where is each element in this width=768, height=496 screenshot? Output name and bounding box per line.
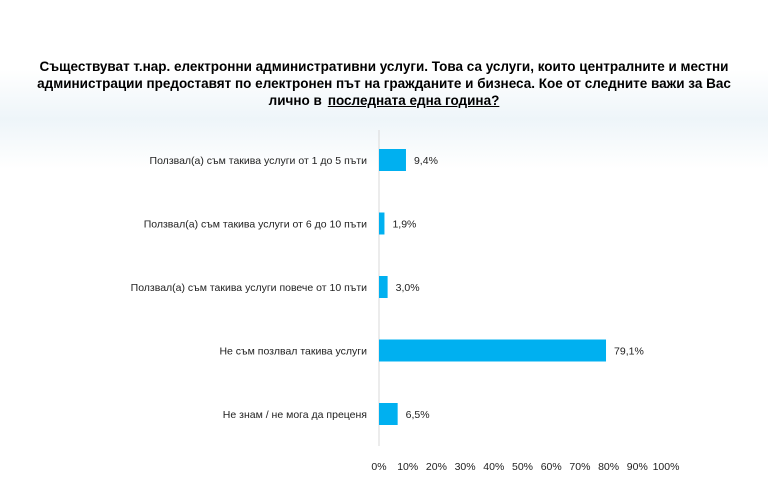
title-line-3a: лично в (268, 93, 322, 108)
x-tick-label: 40% (483, 461, 504, 473)
x-tick-label: 30% (455, 461, 476, 473)
title-line-3b-underlined: последната една година? (327, 93, 500, 108)
data-label: 79,1% (614, 346, 644, 358)
category-label: Ползвал(а) съм такива услуги повече от 1… (131, 282, 367, 294)
x-tick-label: 10% (397, 461, 418, 473)
category-label: Ползвал(а) съм такива услуги от 1 до 5 п… (150, 155, 368, 167)
title-line-1: Съществуват т.нар. електронни администра… (39, 59, 729, 74)
bar (379, 403, 398, 425)
category-label: Не съм позлвал такива услуги (219, 346, 367, 358)
x-tick-label: 50% (512, 461, 533, 473)
bar (379, 149, 406, 171)
bar (379, 339, 607, 362)
x-tick-label: 70% (569, 461, 590, 473)
data-label: 1,9% (392, 219, 416, 231)
bar (379, 212, 385, 235)
x-tick-label: 100% (653, 461, 680, 473)
data-label: 3,0% (396, 282, 420, 294)
category-label: Не знам / не мога да преценя (223, 409, 367, 421)
x-tick-label: 90% (627, 461, 648, 473)
data-label: 9,4% (414, 155, 438, 167)
category-label: Ползвал(а) съм такива услуги от 6 до 10 … (144, 219, 367, 231)
x-tick-label: 0% (371, 461, 386, 473)
title-line-2: администрации предоставят по електронен … (37, 76, 731, 91)
chart-title: Съществуват т.нар. електронни администра… (20, 58, 748, 109)
x-tick-label: 60% (541, 461, 562, 473)
x-tick-label: 20% (426, 461, 447, 473)
x-tick-label: 80% (598, 461, 619, 473)
bar (379, 276, 388, 298)
data-label: 6,5% (406, 409, 430, 421)
